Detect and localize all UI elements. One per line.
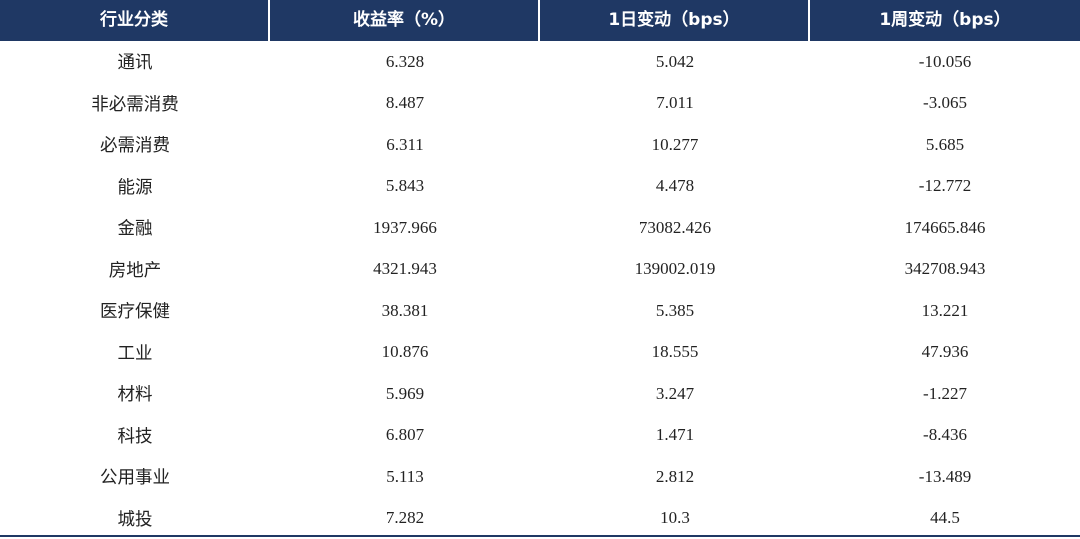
cell-1w-change: -8.436 xyxy=(810,425,1080,445)
cell-1w-change: 44.5 xyxy=(810,508,1080,528)
cell-yield: 6.328 xyxy=(270,52,540,72)
header-1d-change: 1日变动（bps） xyxy=(540,0,810,41)
cell-1w-change: 13.221 xyxy=(810,301,1080,321)
cell-1d-change: 3.247 xyxy=(540,384,810,404)
cell-yield: 4321.943 xyxy=(270,259,540,279)
cell-1d-change: 4.478 xyxy=(540,176,810,196)
cell-yield: 6.311 xyxy=(270,135,540,155)
cell-1d-change: 18.555 xyxy=(540,342,810,362)
cell-1w-change: -13.489 xyxy=(810,467,1080,487)
cell-yield: 7.282 xyxy=(270,508,540,528)
cell-category: 房地产 xyxy=(0,257,270,282)
header-category: 行业分类 xyxy=(0,0,270,41)
cell-category: 材料 xyxy=(0,381,270,406)
cell-1w-change: -3.065 xyxy=(810,93,1080,113)
table-bottom-rule xyxy=(0,535,1080,537)
cell-1d-change: 73082.426 xyxy=(540,218,810,238)
cell-category: 必需消费 xyxy=(0,132,270,157)
cell-category: 城投 xyxy=(0,506,270,531)
cell-1d-change: 5.385 xyxy=(540,301,810,321)
cell-1w-change: -1.227 xyxy=(810,384,1080,404)
cell-category: 公用事业 xyxy=(0,464,270,489)
cell-1d-change: 139002.019 xyxy=(540,259,810,279)
cell-category: 科技 xyxy=(0,423,270,448)
cell-category: 能源 xyxy=(0,174,270,199)
cell-1w-change: 47.936 xyxy=(810,342,1080,362)
table-header: 行业分类 收益率（%） 1日变动（bps） 1周变动（bps） xyxy=(0,0,1080,41)
cell-1d-change: 1.471 xyxy=(540,425,810,445)
cell-category: 金融 xyxy=(0,215,270,240)
cell-1w-change: -12.772 xyxy=(810,176,1080,196)
cell-category: 非必需消费 xyxy=(0,91,270,116)
cell-yield: 6.807 xyxy=(270,425,540,445)
cell-category: 通讯 xyxy=(0,49,270,74)
cell-category: 工业 xyxy=(0,340,270,365)
cell-1w-change: 174665.846 xyxy=(810,218,1080,238)
cell-1d-change: 10.3 xyxy=(540,508,810,528)
cell-1d-change: 10.277 xyxy=(540,135,810,155)
cell-1w-change: -10.056 xyxy=(810,52,1080,72)
cell-yield: 5.843 xyxy=(270,176,540,196)
cell-yield: 8.487 xyxy=(270,93,540,113)
cell-1d-change: 2.812 xyxy=(540,467,810,487)
cell-yield: 5.969 xyxy=(270,384,540,404)
cell-yield: 10.876 xyxy=(270,342,540,362)
header-yield: 收益率（%） xyxy=(270,0,540,41)
cell-category: 医疗保健 xyxy=(0,298,270,323)
cell-yield: 5.113 xyxy=(270,467,540,487)
cell-1w-change: 5.685 xyxy=(810,135,1080,155)
cell-yield: 38.381 xyxy=(270,301,540,321)
cell-1d-change: 5.042 xyxy=(540,52,810,72)
cell-yield: 1937.966 xyxy=(270,218,540,238)
cell-1d-change: 7.011 xyxy=(540,93,810,113)
cell-1w-change: 342708.943 xyxy=(810,259,1080,279)
header-1w-change: 1周变动（bps） xyxy=(810,0,1080,41)
